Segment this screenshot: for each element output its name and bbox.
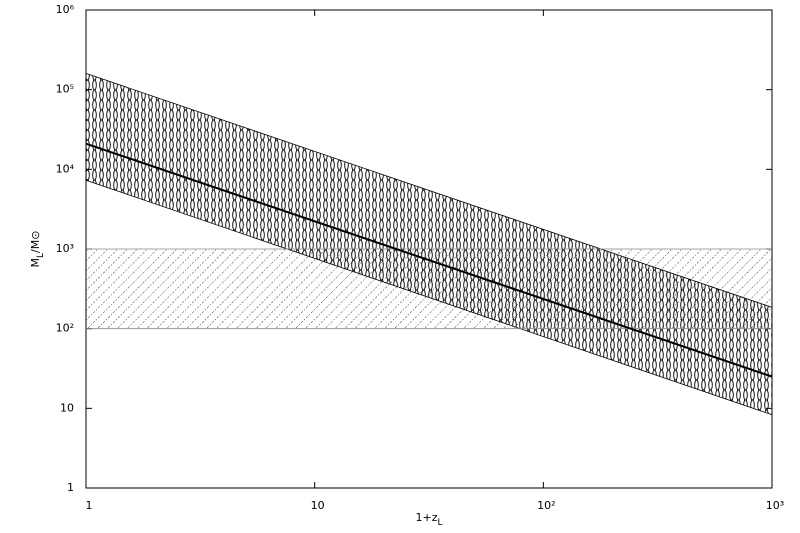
x-label-main: 1+z	[415, 511, 437, 524]
hatched-band	[86, 73, 772, 415]
x-tick-label: 10³	[766, 499, 784, 512]
y-tick-label: 10⁵	[56, 83, 74, 96]
x-tick-label: 1	[86, 499, 93, 512]
y-tick-label: 10⁴	[56, 162, 75, 175]
x-label-sub: L	[437, 518, 442, 528]
y-tick-label: 10⁶	[56, 3, 75, 16]
y-tick-label: 10³	[56, 242, 74, 255]
y-axis-label: ML/M⊙	[29, 231, 46, 268]
x-tick-label: 10²	[537, 499, 555, 512]
y-label-sub: L	[36, 253, 46, 258]
y-label-rest: /M⊙	[29, 231, 42, 253]
hatched-band	[86, 249, 772, 329]
y-tick-label: 10	[60, 401, 74, 414]
y-tick-label: 10²	[56, 322, 74, 335]
x-tick-label: 10	[311, 499, 325, 512]
x-axis-label: 1+zL	[415, 511, 442, 528]
line	[85, 142, 773, 378]
y-label-main: M	[29, 258, 42, 268]
y-tick-label: 1	[67, 481, 74, 494]
